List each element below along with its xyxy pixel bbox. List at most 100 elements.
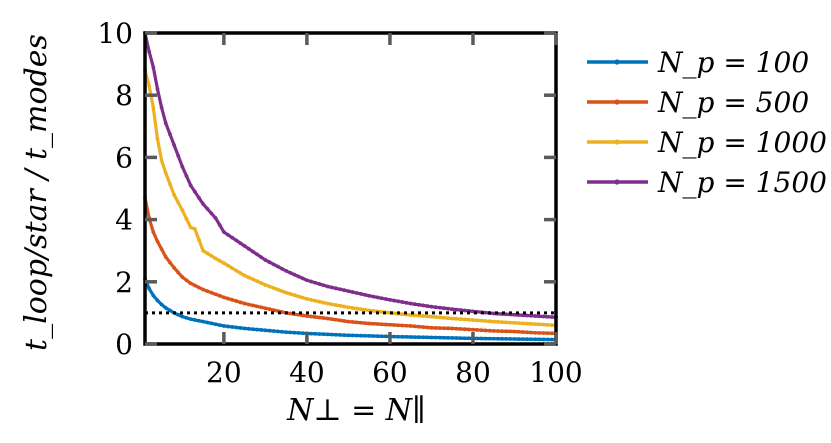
data-point: [329, 285, 334, 290]
plot-frame: [143, 31, 558, 346]
data-point: [267, 307, 272, 312]
data-point: [437, 305, 442, 310]
data-point: [379, 322, 384, 327]
data-point: [408, 324, 413, 328]
data-point: [429, 304, 434, 309]
data-point: [358, 292, 363, 296]
data-point: [495, 319, 500, 324]
data-point: [433, 305, 438, 310]
data-point: [151, 65, 156, 70]
data-point: [305, 278, 309, 283]
data-point: [379, 296, 384, 301]
data-point: [221, 295, 226, 300]
data-point: [525, 330, 529, 335]
data-point: [180, 314, 185, 319]
data-point: [404, 335, 409, 339]
data-point: [172, 192, 176, 197]
data-point: [192, 283, 197, 288]
data-point: [305, 297, 309, 301]
data-point: [168, 260, 172, 265]
data-point: [263, 306, 268, 311]
data-point: [197, 285, 201, 290]
data-point: [375, 295, 380, 300]
data-point: [491, 329, 496, 333]
data-point: [159, 247, 164, 252]
data-point: [230, 297, 235, 302]
legend-marker: [614, 179, 620, 185]
data-point: [329, 317, 334, 322]
data-point: [300, 276, 305, 281]
data-point: [188, 183, 193, 188]
data-point: [226, 232, 230, 237]
x-tick-label: 40: [289, 356, 325, 389]
data-point: [495, 336, 500, 341]
data-point: [238, 241, 243, 246]
data-point: [446, 316, 450, 321]
data-point: [458, 336, 463, 341]
data-point: [317, 332, 322, 336]
legend-entry-1: N_p = 100: [587, 46, 809, 79]
data-point: [520, 330, 525, 334]
y-tick-label: 6: [115, 141, 133, 174]
data-point: [180, 164, 185, 169]
data-point: [525, 313, 529, 318]
data-point: [280, 329, 284, 334]
data-point: [475, 336, 480, 341]
data-point: [317, 299, 322, 304]
data-point: [545, 337, 550, 342]
data-point: [296, 294, 301, 299]
data-point: [367, 334, 372, 338]
series-2: [143, 195, 558, 336]
data-point: [512, 312, 517, 317]
data-point: [358, 333, 363, 338]
legend-label: N_p = 500: [657, 86, 809, 119]
data-point: [180, 208, 185, 213]
data-point: [508, 320, 513, 325]
data-point: [226, 324, 230, 329]
data-point: [529, 321, 533, 326]
y-tick-label: 10: [97, 17, 133, 50]
data-point: [454, 307, 459, 312]
data-point: [205, 206, 210, 211]
data-point: [533, 314, 538, 318]
legend-marker: [614, 59, 620, 65]
data-point: [271, 308, 276, 313]
data-point: [350, 333, 355, 338]
data-point: [379, 310, 384, 314]
data-point: [284, 269, 289, 273]
data-point: [529, 337, 533, 342]
data-point: [321, 332, 326, 337]
data-point: [458, 317, 463, 322]
data-point: [512, 329, 517, 334]
data-point: [446, 326, 450, 331]
data-point: [238, 300, 243, 305]
data-point: [234, 238, 239, 243]
data-point: [309, 314, 313, 319]
data-point: [483, 310, 488, 315]
data-point: [342, 288, 347, 293]
data-point: [466, 317, 471, 322]
data-point: [437, 315, 442, 320]
data-point: [329, 302, 334, 307]
data-point: [433, 326, 438, 330]
data-point: [188, 281, 193, 286]
data-point: [396, 334, 401, 339]
data-point: [425, 304, 430, 308]
data-point: [541, 314, 546, 319]
data-point: [197, 237, 201, 242]
data-point: [483, 319, 488, 323]
data-point: [217, 258, 222, 263]
data-point: [300, 331, 305, 336]
legend-marker: [614, 99, 620, 105]
data-point: [168, 132, 172, 136]
data-point: [201, 202, 206, 206]
data-point: [255, 252, 259, 257]
data-point: [159, 105, 164, 110]
data-point: [309, 331, 313, 336]
data-point: [483, 336, 488, 341]
data-point: [450, 307, 455, 312]
data-point: [251, 277, 255, 282]
data-point: [495, 329, 500, 333]
data-point: [155, 298, 160, 303]
data-point: [147, 83, 152, 88]
